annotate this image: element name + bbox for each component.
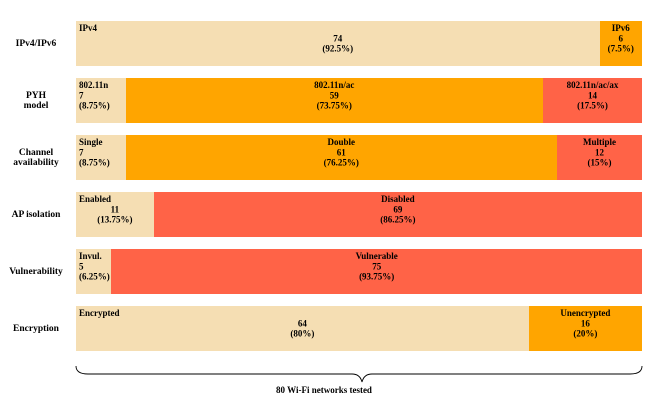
segment-percent: (92.5%) [322, 43, 354, 54]
segment-count: 7 [79, 90, 84, 101]
segment-name: IPv4 [79, 23, 97, 33]
segment-count: 16 [580, 318, 590, 329]
bar-segment: IPv4 74 (92.5%) [76, 21, 600, 66]
segment-percent: (80%) [290, 328, 315, 339]
segment-count: 11 [110, 204, 120, 215]
row-label-line: PYH [25, 90, 47, 101]
segment-name: Double [327, 137, 356, 147]
segment-count: 74 [333, 33, 343, 44]
segment-count: 7 [79, 147, 84, 158]
segment-percent: (17.5%) [577, 100, 608, 111]
row-label: Encryption [0, 306, 72, 351]
segment-count: 6 [618, 33, 624, 44]
segment-percent: (20%) [573, 328, 598, 339]
segment-count: 69 [393, 204, 403, 215]
segment-name: Invul. [79, 251, 102, 261]
row-label-line: AP isolation [11, 209, 61, 220]
bar-segment: Double 61 (76.25%) [125, 135, 558, 180]
segment-percent: (13.75%) [97, 214, 133, 225]
bar-segment: 802.11n/ac 59 (73.75%) [125, 78, 543, 123]
segment-count: 61 [336, 147, 346, 158]
segment-name: Enabled [79, 194, 112, 204]
bar-segment: Enabled 11 (13.75%) [76, 192, 154, 237]
bar-segment: 802.11n 7 (8.75%) [76, 78, 126, 123]
segment-count: 5 [79, 261, 84, 272]
row-label: Channel availability [0, 135, 72, 180]
segment-name: Multiple [583, 137, 617, 147]
bar-segment: Unencrypted 16 (20%) [528, 306, 642, 351]
segment-count: 59 [329, 90, 339, 101]
segment-count: 14 [587, 90, 597, 101]
row-label: AP isolation [0, 192, 72, 237]
segment-name: Encrypted [79, 308, 120, 318]
bar-segment: Vulnerable 75 (93.75%) [111, 249, 642, 294]
segment-percent: (86.25%) [380, 214, 416, 225]
segment-count: 12 [595, 147, 605, 158]
segment-name: IPv6 [611, 23, 630, 33]
bar-segment: Encrypted 64 (80%) [76, 306, 529, 351]
segment-percent: (76.25%) [323, 157, 359, 168]
segment-percent: (6.25%) [79, 271, 110, 282]
segment-count: 64 [297, 318, 307, 329]
segment-percent: (15%) [587, 157, 612, 168]
total-label: 80 Wi-Fi networks tested [276, 385, 372, 395]
row-label-line: Channel [18, 147, 54, 158]
bar-segment: Invul. 5 (6.25%) [76, 249, 112, 294]
segment-percent: (7.5%) [607, 43, 634, 54]
segment-percent: (73.75%) [316, 100, 352, 111]
segment-percent: (8.75%) [79, 157, 110, 168]
row-label-line: model [23, 100, 49, 111]
segment-name: Unencrypted [560, 308, 611, 318]
row-label: PYH model [0, 78, 72, 123]
row-label-line: availability [13, 157, 59, 168]
row-label: IPv4/IPv6 [0, 21, 72, 66]
row-label: Vulnerability [0, 249, 72, 294]
row-label-line: Encryption [13, 323, 59, 334]
bar-segment: Multiple 12 (15%) [557, 135, 642, 180]
segment-percent: (8.75%) [79, 100, 110, 111]
row-label-line: IPv4/IPv6 [15, 38, 57, 49]
bar-segment: Disabled 69 (86.25%) [153, 192, 642, 237]
bar-segment: 802.11n/ac/ax 14 (17.5%) [542, 78, 642, 123]
segment-name: 802.11n/ac [314, 80, 355, 90]
segment-count: 75 [372, 261, 382, 272]
segment-name: Single [79, 137, 103, 147]
segment-name: 802.11n/ac/ax [566, 80, 619, 90]
segment-name: Disabled [381, 194, 415, 204]
segment-name: 802.11n [79, 80, 109, 90]
row-label-line: Vulnerability [9, 266, 63, 277]
bar-segment: Single 7 (8.75%) [76, 135, 126, 180]
segment-percent: (93.75%) [359, 271, 395, 282]
bar-segment: IPv6 6 (7.5%) [599, 21, 642, 66]
segment-name: Vulnerable [355, 251, 398, 261]
